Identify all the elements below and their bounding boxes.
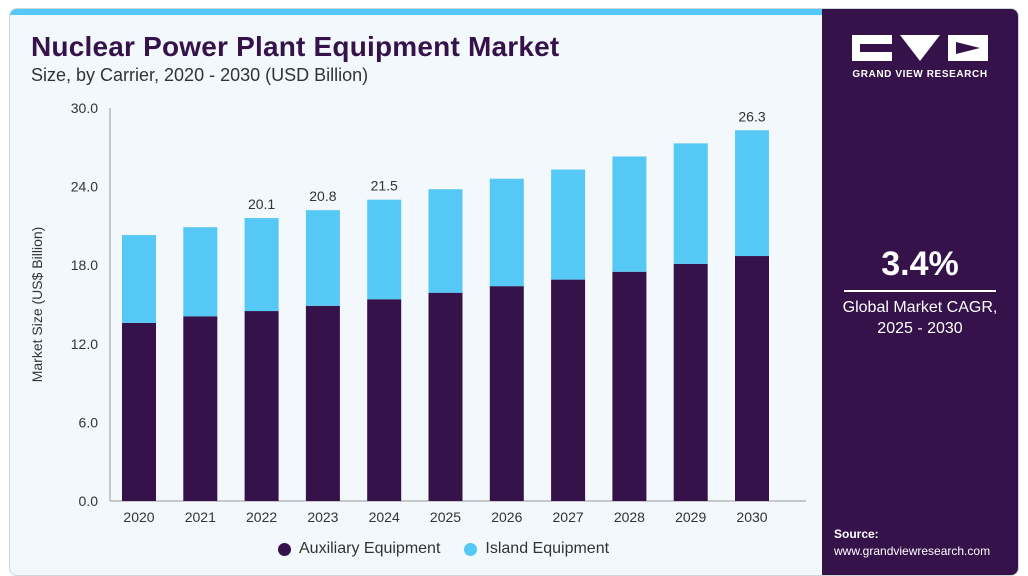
brand-name: GRAND VIEW RESEARCH	[852, 69, 988, 80]
y-tick-label: 0.0	[79, 493, 99, 509]
chart-title: Nuclear Power Plant Equipment Market	[31, 31, 560, 62]
bar-auxiliary-2025	[428, 292, 463, 501]
data-label-2023: 20.8	[309, 188, 336, 204]
x-tick-label: 2029	[675, 509, 706, 525]
chart-legend: Auxiliary Equipment Island Equipment	[278, 538, 633, 560]
y-axis-label: Market Size (US$ Billion)	[29, 227, 45, 383]
cagr-divider	[844, 290, 996, 292]
bar-auxiliary-2026	[489, 286, 524, 501]
y-tick-label: 30.0	[71, 100, 98, 116]
legend-item-auxiliary: Auxiliary Equipment	[278, 540, 440, 558]
cagr-label: Global Market CAGR, 2025 - 2030	[822, 297, 1018, 339]
x-tick-label: 2023	[307, 509, 338, 525]
bar-island-2029	[673, 143, 708, 264]
cagr-value: 3.4%	[881, 245, 959, 283]
bar-auxiliary-2028	[612, 271, 647, 501]
legend-swatch-auxiliary	[278, 542, 291, 556]
x-tick-label: 2030	[736, 509, 767, 525]
bar-island-2024	[367, 199, 402, 300]
legend-label-auxiliary: Auxiliary Equipment	[299, 540, 441, 557]
bar-island-2030	[735, 130, 769, 257]
legend-item-island: Island Equipment	[464, 540, 609, 558]
bar-island-2027	[551, 169, 586, 280]
bar-auxiliary-2027	[551, 279, 586, 501]
y-tick-label: 6.0	[79, 414, 99, 430]
stacked-bar-chart: 0.0 6.0 12.0 18.0 24.0 30.0 Market Size (US$ B…	[29, 100, 806, 525]
grand-view-research-logo-icon	[852, 35, 988, 61]
x-tick-label: 2020	[123, 509, 154, 525]
y-tick-label: 24.0	[71, 179, 98, 195]
bar-auxiliary-2021	[183, 316, 218, 501]
source-label: Source:	[834, 527, 879, 541]
bar-auxiliary-2020	[122, 322, 156, 501]
x-tick-label: 2026	[491, 509, 522, 525]
x-tick-label: 2021	[185, 509, 216, 525]
y-tick-label: 18.0	[71, 257, 98, 273]
cagr-label-line2: 2025 - 2030	[877, 320, 963, 337]
data-label-2022: 20.1	[248, 196, 275, 212]
sidebar-panel: GRAND VIEW RESEARCH 3.4% Global Market C…	[822, 9, 1018, 575]
x-tick-label: 2027	[553, 509, 584, 525]
y-tick-label: 12.0	[71, 336, 98, 352]
bar-island-2028	[612, 156, 647, 272]
bar-auxiliary-2029	[673, 263, 708, 501]
bar-auxiliary-2022	[244, 311, 279, 501]
bar-island-2022	[244, 218, 279, 312]
x-tick-label: 2024	[369, 509, 400, 525]
cagr-label-line1: Global Market CAGR,	[842, 299, 998, 316]
source-link[interactable]: www.grandviewresearch.com	[834, 544, 991, 558]
data-label-2030: 26.3	[738, 108, 765, 124]
x-tick-label: 2022	[246, 509, 277, 525]
x-tick-label: 2028	[614, 509, 645, 525]
bar-auxiliary-2023	[305, 305, 340, 501]
chart-subtitle: Size, by Carrier, 2020 - 2030 (USD Billi…	[31, 65, 369, 85]
x-tick-label: 2025	[430, 509, 461, 525]
accent-bar	[10, 9, 822, 15]
legend-swatch-island	[464, 542, 478, 556]
bar-island-2026	[489, 178, 524, 287]
bar-auxiliary-2024	[367, 299, 402, 501]
bar-auxiliary-2030	[735, 256, 769, 501]
data-label-2024: 21.5	[371, 178, 398, 194]
bar-island-2021	[183, 227, 218, 317]
report-card: Nuclear Power Plant Equipment Market Siz…	[9, 8, 1019, 576]
bar-island-2025	[428, 189, 463, 293]
legend-label-island: Island Equipment	[485, 540, 610, 557]
bar-island-2023	[305, 210, 340, 306]
bar-island-2020	[122, 235, 156, 323]
